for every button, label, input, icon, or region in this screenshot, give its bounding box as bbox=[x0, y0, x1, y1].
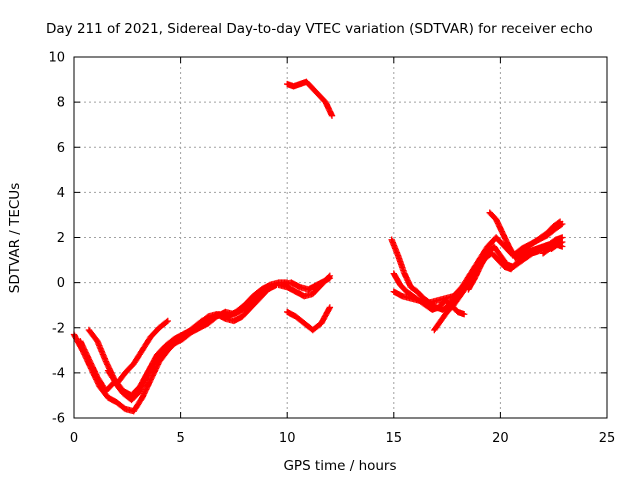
data-series-track-3 bbox=[77, 283, 272, 404]
data-series-track-6 bbox=[279, 274, 334, 293]
y-tick-label: -6 bbox=[52, 412, 65, 427]
data-series-track-7 bbox=[284, 304, 334, 334]
x-tick-label: 0 bbox=[70, 431, 78, 446]
x-tick-label: 20 bbox=[492, 431, 509, 446]
tick-labels-layer: 0 5 10 15 20 25 -6 -4 -2 0 2 4 6 8 10 bbox=[48, 51, 615, 447]
data-series-track-4 bbox=[104, 317, 172, 388]
x-tick-label: 10 bbox=[279, 431, 296, 446]
points-layer bbox=[70, 78, 566, 415]
data-series-track-15 bbox=[539, 241, 566, 257]
y-tick-label: 0 bbox=[57, 276, 65, 291]
data-series-track-8 bbox=[284, 78, 336, 119]
y-tick-label: 2 bbox=[57, 231, 65, 246]
y-tick-label: -2 bbox=[52, 321, 65, 336]
x-tick-label: 5 bbox=[176, 431, 184, 446]
y-tick-label: 10 bbox=[48, 51, 65, 66]
y-tick-label: 4 bbox=[57, 186, 65, 201]
x-axis-label: GPS time / hours bbox=[283, 458, 396, 474]
grid-layer bbox=[74, 57, 607, 418]
x-tick-label: 15 bbox=[386, 431, 403, 446]
x-tick-label: 25 bbox=[599, 431, 616, 446]
y-tick-label: 6 bbox=[57, 141, 65, 156]
chart-title: Day 211 of 2021, Sidereal Day-to-day VTE… bbox=[46, 21, 593, 37]
ticks-layer bbox=[73, 56, 608, 419]
y-axis-label: SDTVAR / TECUs bbox=[7, 183, 23, 293]
y-tick-label: -4 bbox=[52, 366, 65, 381]
data-series-track-13 bbox=[486, 209, 564, 262]
y-tick-label: 8 bbox=[57, 96, 65, 111]
